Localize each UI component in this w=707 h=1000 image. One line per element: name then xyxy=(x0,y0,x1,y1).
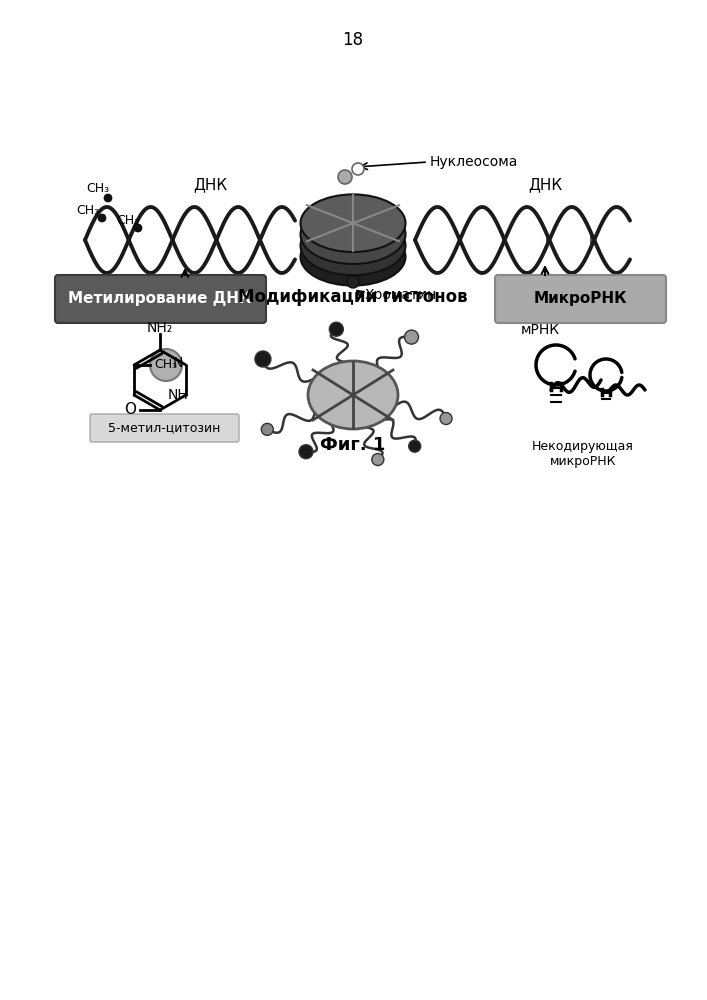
Circle shape xyxy=(409,440,421,452)
Circle shape xyxy=(372,454,384,466)
Circle shape xyxy=(104,194,112,202)
Circle shape xyxy=(255,351,271,367)
Circle shape xyxy=(440,413,452,425)
Circle shape xyxy=(404,330,419,344)
Circle shape xyxy=(338,170,352,184)
Circle shape xyxy=(262,423,274,435)
Text: Метилирование ДНК: Метилирование ДНК xyxy=(69,292,252,306)
Text: O: O xyxy=(124,402,136,418)
Text: МикроРНК: МикроРНК xyxy=(533,292,627,306)
Text: CH₃: CH₃ xyxy=(117,214,139,227)
Text: CH₃: CH₃ xyxy=(76,204,100,217)
Text: Фиг. 1: Фиг. 1 xyxy=(320,436,386,454)
Circle shape xyxy=(299,445,313,459)
Text: CH₃: CH₃ xyxy=(86,182,110,194)
FancyBboxPatch shape xyxy=(495,275,666,323)
Circle shape xyxy=(134,224,142,232)
Circle shape xyxy=(98,214,106,222)
Circle shape xyxy=(352,163,364,175)
Ellipse shape xyxy=(300,194,406,252)
Text: CH₃: CH₃ xyxy=(154,359,177,371)
Circle shape xyxy=(329,322,344,336)
Text: Хроматин: Хроматин xyxy=(365,288,437,302)
Ellipse shape xyxy=(308,361,398,429)
Text: ДНК: ДНК xyxy=(193,177,227,192)
Circle shape xyxy=(150,349,182,381)
Text: Нуклеосома: Нуклеосома xyxy=(430,155,518,169)
Text: 18: 18 xyxy=(342,31,363,49)
Circle shape xyxy=(347,276,359,288)
Text: N: N xyxy=(173,356,183,370)
Ellipse shape xyxy=(300,228,406,286)
Text: NH₂: NH₂ xyxy=(147,321,173,335)
Text: Модификации гистонов: Модификации гистонов xyxy=(238,288,468,306)
Ellipse shape xyxy=(300,216,406,275)
Text: Некодирующая
микроРНК: Некодирующая микроРНК xyxy=(532,440,634,468)
Text: 5-метил-цитозин: 5-метил-цитозин xyxy=(107,422,220,434)
Text: ДНК: ДНК xyxy=(528,177,562,192)
Ellipse shape xyxy=(300,205,406,264)
Text: мРНК: мРНК xyxy=(520,323,559,337)
FancyBboxPatch shape xyxy=(90,414,239,442)
FancyBboxPatch shape xyxy=(55,275,266,323)
Text: NH: NH xyxy=(168,388,188,402)
